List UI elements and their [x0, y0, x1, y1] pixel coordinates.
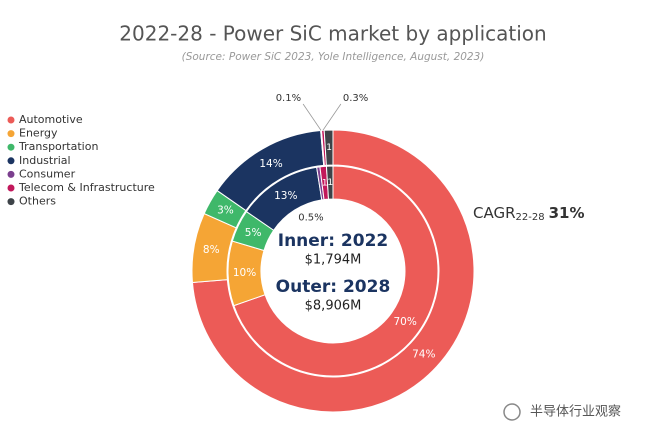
legend-label: Energy: [19, 127, 58, 140]
watermark-icon: [503, 403, 521, 421]
donut-slice: [323, 129, 334, 166]
watermark: 半导体行业观察: [530, 405, 621, 420]
value-label: 3%: [217, 204, 234, 216]
cagr-sub: 22-28: [516, 212, 545, 223]
legend-marker: [7, 184, 15, 192]
legend-label: Transportation: [18, 140, 98, 153]
value-label: 10%: [233, 267, 256, 279]
legend-label: Others: [19, 195, 56, 208]
cagr-value: 31%: [549, 204, 585, 222]
inner-total: $1,794M: [305, 253, 362, 268]
value-label: 74%: [412, 349, 435, 361]
leader-line: [302, 103, 322, 131]
chart-title: 2022-28 - Power SiC market by applicatio…: [119, 22, 546, 46]
legend-label: Telecom & Infrastructure: [18, 181, 155, 194]
legend-marker: [7, 170, 15, 178]
value-label: 0.3%: [343, 93, 368, 104]
value-label: 13%: [274, 190, 297, 202]
legend-marker: [7, 143, 15, 151]
legend-marker: [7, 130, 15, 138]
donut-slice: [233, 165, 439, 377]
value-label: 5%: [245, 227, 262, 239]
value-label: 14%: [259, 158, 282, 170]
donut-slice: [191, 129, 475, 413]
legend-marker: [7, 157, 15, 165]
value-label: 1: [327, 178, 333, 188]
leader-line: [322, 103, 342, 131]
legend-label: Consumer: [19, 167, 76, 180]
chart-subtitle: (Source: Power SiC 2023, Yole Intelligen…: [182, 51, 485, 63]
inner-label: Inner: 2022: [278, 231, 388, 251]
outer-total: $8,906M: [305, 299, 362, 314]
cagr-annotation: CAGR22-28 31%: [473, 204, 585, 224]
value-label: 8%: [203, 244, 220, 256]
donut-slice: [325, 165, 334, 200]
value-label: 0.5%: [298, 212, 323, 223]
value-label: 70%: [393, 316, 416, 328]
value-label: 1: [326, 143, 332, 153]
legend-marker: [7, 198, 15, 206]
value-label: 0.1%: [276, 93, 301, 104]
legend-label: Automotive: [19, 113, 83, 126]
legend-label: Industrial: [19, 154, 71, 167]
value-label: 1: [322, 178, 328, 188]
legend-marker: [7, 116, 15, 124]
outer-label: Outer: 2028: [276, 277, 391, 297]
cagr-text: CAGR: [473, 204, 516, 222]
